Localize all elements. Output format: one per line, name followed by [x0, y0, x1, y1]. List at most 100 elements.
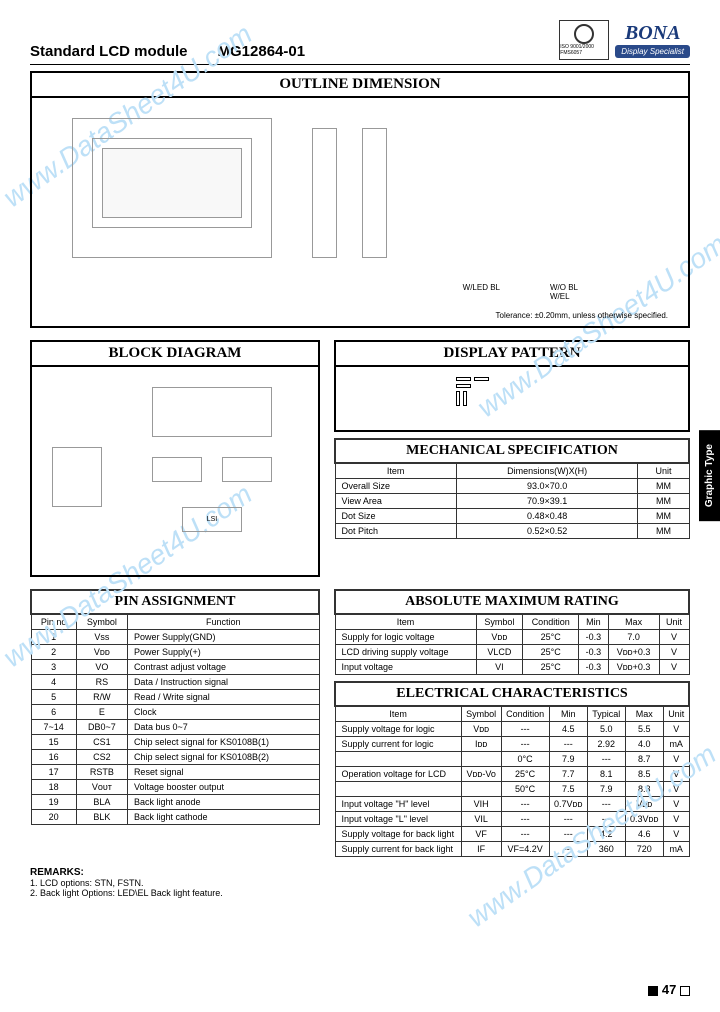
- table-cell: ---: [549, 812, 587, 827]
- tolerance-note: Tolerance: ±0.20mm, unless otherwise spe…: [496, 311, 668, 320]
- table-cell: 16: [31, 750, 76, 765]
- column-header: Symbol: [476, 614, 523, 630]
- table-cell: mA: [663, 842, 689, 857]
- table-cell: Power Supply(+): [127, 645, 319, 660]
- pin-assignment-table: PIN ASSIGNMENT Pin noSymbolFunction 1Vss…: [30, 589, 320, 825]
- table-cell: Vᴅᴅ-Vo: [461, 767, 501, 782]
- table-cell: 8.3: [625, 782, 663, 797]
- table-cell: Input voltage: [335, 660, 476, 675]
- table-cell: 8.7: [625, 752, 663, 767]
- table-cell: Contrast adjust voltage: [127, 660, 319, 675]
- column-header: Pin no: [31, 614, 76, 630]
- mechanical-spec-table: MECHANICAL SPECIFICATION ItemDimensions(…: [334, 438, 690, 539]
- column-header: Unit: [659, 614, 689, 630]
- display-pattern-diagram: [334, 367, 690, 432]
- table-cell: 5.0: [587, 722, 625, 737]
- table-cell: 4.2: [587, 827, 625, 842]
- column-header: Symbol: [461, 706, 501, 722]
- table-cell: MM: [638, 509, 689, 524]
- table-cell: Supply for logic voltage: [335, 630, 476, 645]
- cert-badge: ISO 9001/2000 FMS6057: [559, 20, 609, 60]
- table-cell: 25°C: [523, 630, 579, 645]
- table-cell: 17: [31, 765, 76, 780]
- table-cell: 4.6: [625, 827, 663, 842]
- table-row: Dot Size0.48×0.48MM: [335, 509, 689, 524]
- table-cell: MM: [638, 479, 689, 494]
- table-cell: Data bus 0~7: [127, 720, 319, 735]
- table-cell: 0°C: [501, 752, 549, 767]
- table-cell: ---: [501, 722, 549, 737]
- doc-title: Standard LCD module: [30, 43, 188, 60]
- table-row: Supply voltage for logicVᴅᴅ---4.55.05.5V: [335, 722, 689, 737]
- table-cell: 0.3Vᴅᴅ: [625, 812, 663, 827]
- table-cell: VIH: [461, 797, 501, 812]
- abs-max-table: ABSOLUTE MAXIMUM RATING ItemSymbolCondit…: [334, 589, 690, 675]
- table-row: Dot Pitch0.52×0.52MM: [335, 524, 689, 539]
- table-cell: 2: [31, 645, 76, 660]
- table-cell: Back light cathode: [127, 810, 319, 825]
- brand-tagline: Display Specialist: [615, 45, 690, 58]
- table-cell: VF=4.2V: [501, 842, 549, 857]
- table-cell: Power Supply(GND): [127, 630, 319, 645]
- table-cell: -0.3: [579, 660, 608, 675]
- table-cell: Vᴅᴅ: [461, 722, 501, 737]
- table-title-abs: ABSOLUTE MAXIMUM RATING: [335, 590, 689, 614]
- table-cell: 15: [31, 735, 76, 750]
- table-cell: Data / Instruction signal: [127, 675, 319, 690]
- table-cell: ---: [587, 812, 625, 827]
- table-cell: E: [76, 705, 127, 720]
- table-cell: V: [663, 797, 689, 812]
- table-row: 20BLKBack light cathode: [31, 810, 319, 825]
- bl-label-led: W/LED BL: [463, 283, 500, 301]
- table-cell: RSTB: [76, 765, 127, 780]
- table-cell: V: [659, 630, 689, 645]
- column-header: Item: [335, 706, 461, 722]
- table-cell: MM: [638, 494, 689, 509]
- elec-char-table: ELECTRICAL CHARACTERISTICS ItemSymbolCon…: [334, 681, 690, 857]
- table-cell: 360: [587, 842, 625, 857]
- table-cell: 50°C: [501, 782, 549, 797]
- table-cell: Vᴅᴅ: [76, 645, 127, 660]
- table-cell: ---: [501, 827, 549, 842]
- remark-line: 1. LCD options: STN, FSTN.: [30, 878, 690, 888]
- table-cell: Dot Pitch: [335, 524, 456, 539]
- section-outline-dimension: OUTLINE DIMENSION: [30, 71, 690, 98]
- table-cell: CS1: [76, 735, 127, 750]
- table-cell: Vᴅᴅ: [476, 630, 523, 645]
- table-cell: Operation voltage for LCD: [335, 767, 461, 782]
- column-header: Condition: [523, 614, 579, 630]
- table-cell: Back light anode: [127, 795, 319, 810]
- table-title-elec: ELECTRICAL CHARACTERISTICS: [335, 682, 689, 706]
- table-cell: VLCD: [476, 645, 523, 660]
- table-cell: [335, 752, 461, 767]
- table-cell: ---: [549, 842, 587, 857]
- table-cell: 7.9: [587, 782, 625, 797]
- column-header: Item: [335, 463, 456, 479]
- table-cell: 0.48×0.48: [456, 509, 638, 524]
- table-row: 19BLABack light anode: [31, 795, 319, 810]
- part-number: MG12864-01: [218, 43, 306, 60]
- table-cell: V: [663, 782, 689, 797]
- table-cell: V: [663, 812, 689, 827]
- table-cell: V: [659, 645, 689, 660]
- table-cell: Supply current for back light: [335, 842, 461, 857]
- table-cell: Iᴅᴅ: [461, 737, 501, 752]
- table-row: Operation voltage for LCDVᴅᴅ-Vo25°C7.78.…: [335, 767, 689, 782]
- table-cell: ---: [587, 752, 625, 767]
- table-cell: Vᴅᴅ+0.3: [608, 660, 659, 675]
- table-row: 16CS2Chip select signal for KS0108B(2): [31, 750, 319, 765]
- table-row: 7~14DB0~7Data bus 0~7: [31, 720, 319, 735]
- cert-text: ISO 9001/2000 FMS6057: [560, 44, 608, 56]
- table-cell: V: [663, 767, 689, 782]
- table-row: 2VᴅᴅPower Supply(+): [31, 645, 319, 660]
- table-cell: 70.9×39.1: [456, 494, 638, 509]
- table-cell: Read / Write signal: [127, 690, 319, 705]
- table-cell: Supply current for logic: [335, 737, 461, 752]
- table-row: 17RSTBReset signal: [31, 765, 319, 780]
- table-cell: 7.9: [549, 752, 587, 767]
- table-cell: VO: [76, 660, 127, 675]
- table-cell: RS: [76, 675, 127, 690]
- table-cell: 18: [31, 780, 76, 795]
- table-cell: V: [663, 752, 689, 767]
- table-cell: 25°C: [523, 660, 579, 675]
